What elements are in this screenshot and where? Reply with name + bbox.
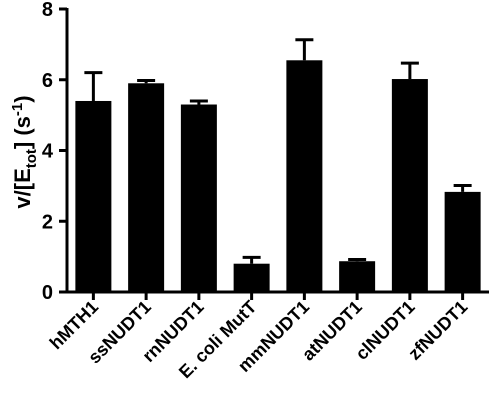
bar (339, 261, 376, 292)
y-axis-label-sup: -1 (9, 103, 26, 116)
y-axis: 0 2 4 6 8 (42, 0, 69, 304)
y-tick-label: 8 (42, 0, 53, 21)
bars (75, 38, 481, 293)
y-tick-label: 2 (42, 211, 53, 233)
y-axis-label-main: v/[E (10, 168, 35, 208)
bar (180, 104, 217, 292)
bar (391, 79, 428, 292)
bar (286, 60, 323, 293)
bar (444, 191, 481, 292)
y-axis-label-end: ) (10, 95, 35, 102)
y-axis-label-mid: ] (s (10, 116, 35, 149)
bar (128, 83, 165, 292)
y-tick-label: 6 (42, 70, 53, 92)
y-tick-label: 4 (42, 141, 54, 163)
y-tick-label: 0 (42, 282, 53, 304)
y-axis-label: v/[Etot] (s-1) (9, 95, 40, 208)
y-axis-label-sub: tot (23, 149, 40, 168)
bar (233, 263, 270, 292)
bar (75, 100, 112, 292)
